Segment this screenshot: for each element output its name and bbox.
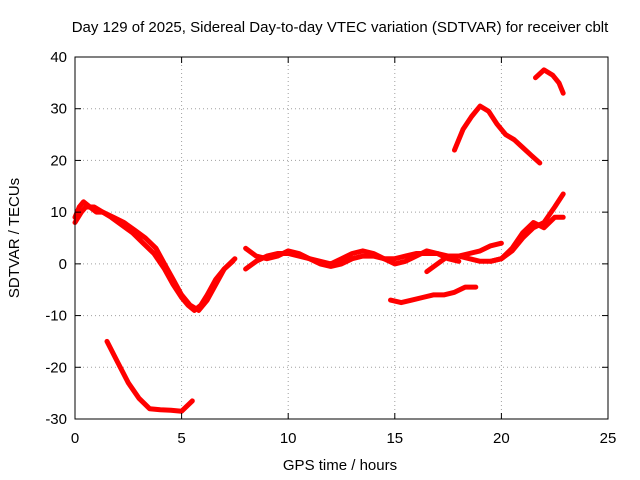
series-arc-9 [533,67,566,96]
y-tick-label: -10 [45,308,67,325]
y-tick-label: 20 [50,152,67,169]
chart-title: Day 129 of 2025, Sidereal Day-to-day VTE… [72,19,609,36]
series-arc-6 [388,284,479,306]
x-axis-label: GPS time / hours [283,457,397,474]
series-arc-7 [424,240,504,275]
y-tick-label: 10 [50,204,67,221]
series-arc-11 [498,191,566,262]
grid [75,57,608,419]
series-arc-10 [488,214,566,264]
series-arc-8 [452,103,543,166]
x-tick-label: 20 [493,430,510,447]
series-arc-1 [72,204,236,313]
x-tick-label: 0 [71,430,79,447]
x-tick-label: 15 [386,430,403,447]
y-tick-label: 30 [50,101,67,118]
x-tick-label: 10 [280,430,297,447]
y-tick-label: -20 [45,359,67,376]
x-tick-label: 5 [177,430,185,447]
axes: 0 5 10 15 20 25 -30 -20 -10 0 10 20 30 40 [45,49,616,447]
y-axis-label: SDTVAR / TECUs [6,178,23,298]
series-arc-3 [104,338,195,414]
y-tick-label: 0 [59,256,67,273]
y-tick-label: 40 [50,49,67,66]
plot-frame [74,56,609,420]
y-tick-label: -30 [45,411,67,428]
series-arc-5 [243,245,462,267]
series-arc-2 [72,199,238,313]
x-tick-label: 25 [600,430,617,447]
series-group [72,67,566,414]
